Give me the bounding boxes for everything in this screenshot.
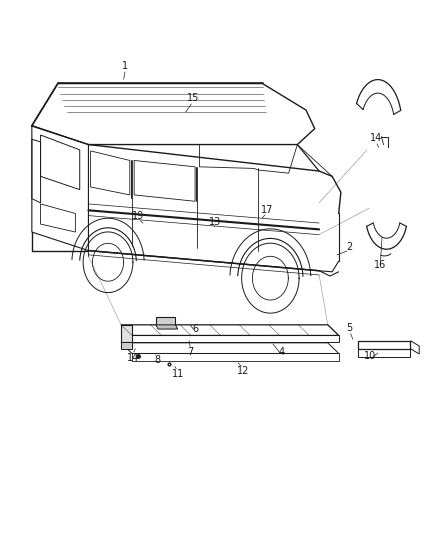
Text: 17: 17 bbox=[261, 205, 273, 215]
Text: 13: 13 bbox=[208, 217, 221, 228]
Text: 16: 16 bbox=[374, 260, 386, 270]
Text: 14: 14 bbox=[127, 353, 139, 362]
Text: 11: 11 bbox=[172, 369, 184, 379]
Polygon shape bbox=[156, 325, 178, 329]
Text: 1: 1 bbox=[122, 61, 128, 71]
Polygon shape bbox=[121, 325, 132, 342]
Text: 8: 8 bbox=[154, 356, 160, 365]
Text: 14: 14 bbox=[370, 133, 382, 143]
Polygon shape bbox=[121, 342, 132, 349]
Text: 12: 12 bbox=[237, 367, 249, 376]
Text: 6: 6 bbox=[192, 324, 198, 334]
Text: 5: 5 bbox=[346, 323, 353, 333]
Polygon shape bbox=[156, 317, 176, 325]
Text: 10: 10 bbox=[364, 351, 377, 361]
Text: 2: 2 bbox=[346, 242, 353, 252]
Text: 15: 15 bbox=[187, 93, 199, 103]
Text: 7: 7 bbox=[187, 348, 194, 358]
Text: 4: 4 bbox=[279, 348, 285, 358]
Text: 19: 19 bbox=[132, 211, 145, 221]
